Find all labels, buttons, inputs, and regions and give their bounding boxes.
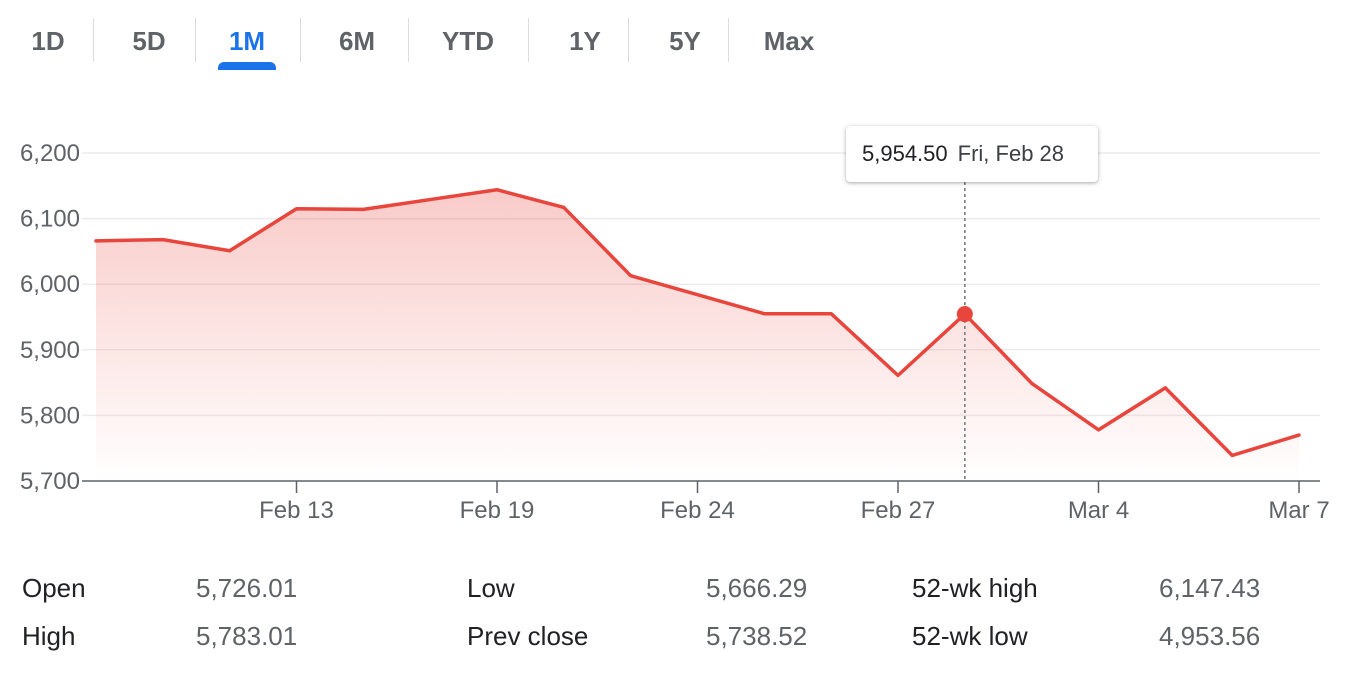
tab-1y[interactable]: 1Y <box>569 26 601 56</box>
stat-value-open: 5,726.01 <box>196 573 298 603</box>
x-tick-label: Mar 7 <box>1268 497 1329 524</box>
series-area <box>96 189 1299 481</box>
tab-5y[interactable]: 5Y <box>669 26 701 56</box>
stat-label-high: High <box>22 621 76 651</box>
stat-label-52wk-low: 52-wk low <box>912 621 1028 651</box>
stat-value-high: 5,783.01 <box>196 621 298 651</box>
stat-label-low: Low <box>467 573 515 603</box>
tab-1m[interactable]: 1M <box>228 26 266 56</box>
tab-1d[interactable]: 1D <box>31 26 65 56</box>
y-tick-label: 5,900 <box>20 337 80 364</box>
stat-label-prev-close: Prev close <box>467 621 589 651</box>
tab-divider <box>628 18 629 62</box>
y-tick-label: 6,000 <box>20 271 80 298</box>
tab-divider <box>728 18 729 62</box>
active-tab-indicator <box>218 62 276 70</box>
stat-value-low: 5,666.29 <box>706 573 808 603</box>
x-tick-label: Feb 24 <box>660 497 735 524</box>
stats-table: Open 5,726.01 High 5,783.01 Low 5,666.29… <box>0 566 1346 666</box>
tab-divider <box>93 18 94 62</box>
x-tick-label: Feb 27 <box>861 497 936 524</box>
y-tick-label: 6,100 <box>20 206 80 233</box>
highlight-point <box>956 306 973 323</box>
tab-6m[interactable]: 6M <box>338 26 376 56</box>
stat-label-open: Open <box>22 573 86 603</box>
y-tick-label: 5,800 <box>20 402 80 429</box>
price-chart[interactable]: 5,700 5,800 5,900 6,000 6,100 6,200 Feb 13 Feb … <box>0 100 1346 550</box>
tab-ytd[interactable]: YTD <box>442 26 494 56</box>
tab-5d[interactable]: 5D <box>132 26 166 56</box>
tab-max[interactable]: Max <box>763 26 815 56</box>
x-tick-label: Feb 13 <box>259 497 334 524</box>
tab-divider <box>195 18 196 62</box>
hover-tooltip: 5,954.50 Fri, Feb 28 <box>846 126 1098 182</box>
x-tick-label: Feb 19 <box>460 497 535 524</box>
range-tabs: 1D 5D 1M 6M YTD 1Y 5Y Max <box>0 0 900 80</box>
stat-value-52wk-high: 6,147.43 <box>1159 573 1261 603</box>
tab-divider <box>300 18 301 62</box>
tab-divider <box>528 18 529 62</box>
stat-value-52wk-low: 4,953.56 <box>1159 621 1261 651</box>
series-line <box>94 187 1301 458</box>
stat-value-prev-close: 5,738.52 <box>706 621 808 651</box>
tab-divider <box>408 18 409 62</box>
stat-label-52wk-high: 52-wk high <box>912 573 1038 603</box>
x-tick-label: Mar 4 <box>1068 497 1129 524</box>
tooltip-date: Fri, Feb 28 <box>957 141 1065 166</box>
y-tick-label: 5,700 <box>20 468 80 495</box>
y-tick-label: 6,200 <box>20 140 80 167</box>
tooltip-value: 5,954.50 <box>862 141 948 166</box>
